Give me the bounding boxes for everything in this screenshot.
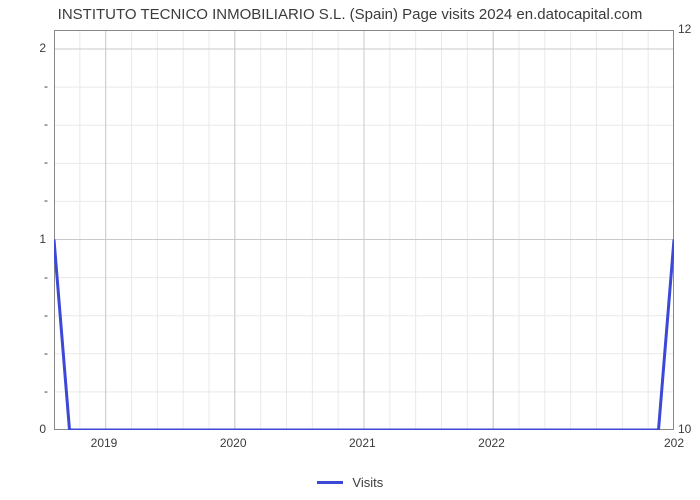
chart-title: INSTITUTO TECNICO INMOBILIARIO S.L. (Spa… [0, 6, 700, 23]
x-axis-tick-label: 2020 [220, 436, 247, 450]
x-axis-tick-label: 2022 [478, 436, 505, 450]
legend-label: Visits [352, 475, 383, 490]
y-axis-minor-tick: - [44, 346, 48, 360]
y-axis-tick-label: 1 [16, 232, 46, 246]
y-axis-minor-tick: - [44, 308, 48, 322]
legend: Visits [0, 474, 700, 490]
y-axis-minor-tick: - [44, 155, 48, 169]
x-axis-tick-label: 2021 [349, 436, 376, 450]
x-axis-tick-label: 2019 [91, 436, 118, 450]
y2-axis-tick-label: 10 [678, 422, 691, 436]
legend-swatch [317, 481, 343, 484]
y2-axis-tick-label: 12 [678, 22, 691, 36]
chart-container: INSTITUTO TECNICO INMOBILIARIO S.L. (Spa… [0, 0, 700, 500]
y-axis-minor-tick: - [44, 79, 48, 93]
y-axis-minor-tick: - [44, 193, 48, 207]
x-axis-tick-label-partial: 202 [664, 436, 684, 450]
plot-area [54, 30, 674, 430]
y-axis-minor-tick: - [44, 270, 48, 284]
y-axis-minor-tick: - [44, 384, 48, 398]
y-axis-tick-label: 0 [16, 422, 46, 436]
y-axis-minor-tick: - [44, 117, 48, 131]
plot-svg [54, 30, 674, 430]
y-axis-tick-label: 2 [16, 41, 46, 55]
